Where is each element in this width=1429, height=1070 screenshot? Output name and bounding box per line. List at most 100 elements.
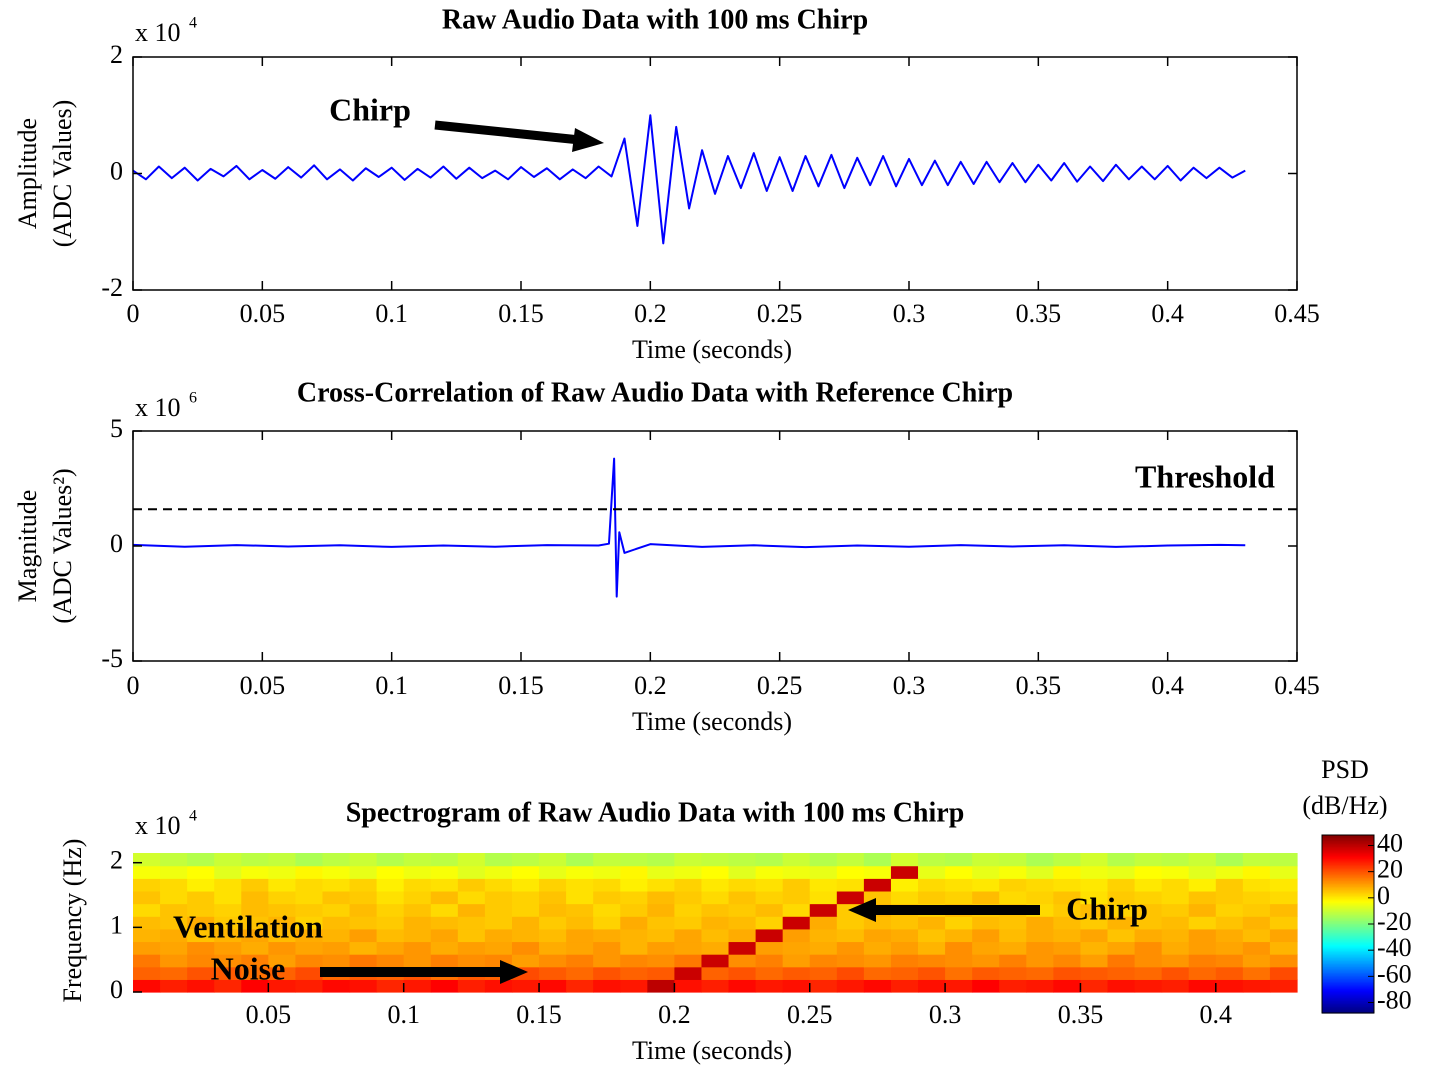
heatmap-cell [1026,954,1054,968]
arrow-head [572,128,604,152]
heatmap-cell [945,979,973,993]
data-line [132,114,1246,245]
y-axis-label: (ADC Values²) [48,468,77,623]
heatmap-cell [1080,979,1109,993]
heatmap-cell [593,916,621,930]
heatmap-cell [160,903,188,917]
heatmap-cell [701,890,730,905]
heatmap-cell [1134,966,1163,980]
heatmap-cell [511,890,540,905]
heatmap-cell [566,903,594,917]
heatmap-cell [1053,853,1082,867]
colorbar-swatch [1322,842,1374,845]
heatmap-cell [782,878,811,892]
arrow-head [500,960,528,984]
heatmap-cell [890,878,919,892]
heatmap-cell [836,966,865,980]
heatmap-cell [214,878,242,892]
x-axis-label: Time (seconds) [632,1036,792,1065]
heatmap-cell [620,865,648,879]
heatmap-cell [1215,916,1244,930]
heatmap-cell [133,979,161,993]
heatmap-cell [430,878,459,892]
heatmap-cell [133,853,161,867]
x-tick-label: 0.3 [929,1000,962,1029]
heatmap-cell [241,966,269,980]
colorbar-swatch [1322,950,1374,953]
heatmap-cell [755,954,784,968]
y-multiplier-exponent: 4 [189,15,197,32]
heatmap-cell [187,928,215,943]
heatmap-cell [620,890,648,905]
heatmap-cell [484,878,513,892]
heatmap-cell [295,928,324,943]
heatmap-cell [782,865,811,879]
heatmap-cell [268,928,297,943]
x-tick-label: 0.45 [1274,671,1320,700]
colorbar-swatch [1322,921,1374,924]
heatmap-cell [1134,878,1163,892]
heatmap-cell [322,890,351,905]
heatmap-cell [268,878,297,892]
heatmap-cell [1080,916,1109,930]
x-tick-label: 0.4 [1151,671,1184,700]
heatmap-cell [295,853,324,867]
heatmap-cell [322,979,351,993]
heatmap-cell [728,979,757,993]
heatmap-cell [620,979,648,993]
heatmap-cell [593,865,621,879]
heatmap-cell [403,853,432,867]
colorbar-swatch [1322,851,1374,854]
colorbar-swatch [1322,879,1374,882]
heatmap-cell [160,954,188,968]
heatmap-cell [647,928,675,943]
heatmap-cell [890,954,919,968]
heatmap-cell [187,979,215,993]
heatmap-cell [511,928,540,943]
colorbar-swatch [1322,959,1374,962]
heatmap-cell [566,954,594,968]
heatmap-cell [403,916,432,930]
heatmap-cell [484,865,513,879]
heatmap-cell [782,903,811,917]
heatmap-cell [133,928,161,943]
colorbar-swatch [1322,974,1374,977]
heatmap-cell [755,878,784,892]
heatmap-cell [241,979,269,993]
colorbar-swatch [1322,931,1374,934]
colorbar-swatch [1322,918,1374,921]
colorbar-swatch [1322,946,1374,949]
heatmap-cell [376,916,405,930]
colorbar-swatch [1322,907,1374,910]
colorbar-swatch [1322,952,1374,955]
heatmap-cell [972,853,1000,867]
heatmap-cell [1026,890,1054,905]
colorbar-swatch [1322,955,1374,958]
chart-title: Raw Audio Data with 100 ms Chirp [442,4,868,35]
heatmap-cell [836,954,865,968]
heatmap-cell [972,890,1000,905]
heatmap-cell [863,966,892,980]
heatmap-cell [457,878,486,892]
x-axis-label: Time (seconds) [632,707,792,736]
heatmap-cell [566,853,594,867]
colorbar-swatch [1322,949,1374,952]
heatmap-cell [647,853,675,867]
heatmap-cell [1080,890,1109,905]
colorbar-swatch [1322,840,1374,844]
heatmap-cell [1080,954,1109,968]
colorbar-swatch [1322,878,1374,881]
heatmap-cell [1026,853,1054,867]
colorbar-swatch [1322,975,1374,978]
colorbar-swatch [1322,984,1374,987]
heatmap-cell [430,853,459,867]
heatmap-cell [1107,979,1136,993]
arrow-shaft [434,120,581,145]
heatmap-cell [1188,916,1217,930]
colorbar-swatch [1322,995,1374,998]
colorbar-swatch [1322,964,1374,967]
heatmap-cell [593,903,621,917]
heatmap-cell [511,954,540,968]
heatmap-cell [376,865,405,879]
colorbar-swatch [1322,1001,1374,1004]
